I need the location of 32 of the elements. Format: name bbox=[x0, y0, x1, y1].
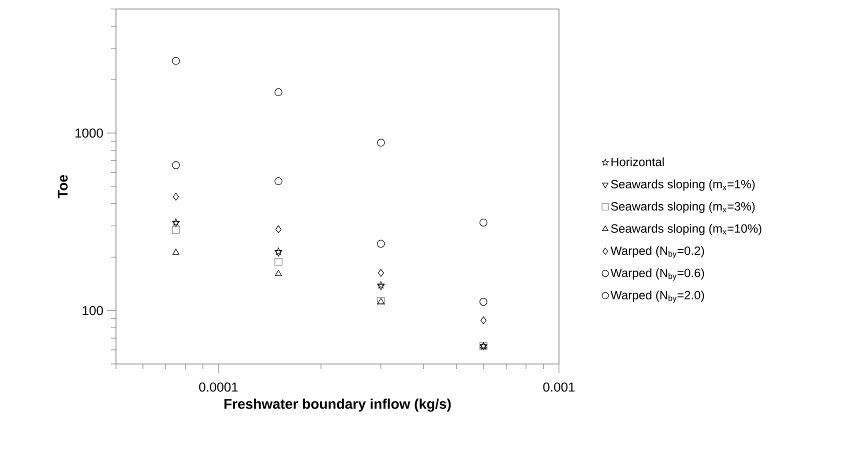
point bbox=[274, 258, 282, 266]
point bbox=[480, 316, 486, 324]
point bbox=[480, 298, 488, 306]
point bbox=[480, 218, 488, 226]
y-tick-label: 1000 bbox=[76, 128, 103, 138]
x-tick-label: 0.001 bbox=[543, 382, 575, 392]
point bbox=[377, 240, 385, 248]
legend-label: Seawards sloping (m$_{x}$=3%) bbox=[611, 202, 755, 213]
legend-label: Warped (N$_{by}$=2.0) bbox=[610, 290, 704, 303]
point bbox=[172, 248, 180, 255]
legend-label: Seawards sloping (m$_{x}$=1%) bbox=[611, 180, 755, 191]
x-tick-label: 0.0001 bbox=[199, 382, 238, 392]
point bbox=[172, 161, 180, 170]
point bbox=[274, 88, 282, 96]
point bbox=[172, 192, 179, 201]
legend-label: Warped (N$_{by}$=0.6) bbox=[610, 268, 704, 281]
legend-label: Warped (N$_{by}$=0.2) bbox=[610, 246, 704, 258]
legend-label: Seawards sloping (m$_{x}$=10%) bbox=[611, 224, 762, 236]
point bbox=[172, 226, 180, 234]
point bbox=[378, 268, 384, 277]
x-axis-title: Freshwater boundary inflow (kg/s) bbox=[224, 398, 451, 412]
point bbox=[274, 177, 282, 186]
y-axis-title: Toe bbox=[58, 175, 68, 198]
point bbox=[377, 138, 385, 147]
y-tick-label: 100 bbox=[82, 306, 103, 316]
point bbox=[172, 221, 180, 228]
point bbox=[275, 225, 282, 234]
legend-label: Horizontal bbox=[612, 157, 664, 166]
point bbox=[275, 270, 282, 276]
point bbox=[172, 57, 180, 65]
point bbox=[275, 250, 282, 257]
point bbox=[378, 284, 384, 290]
